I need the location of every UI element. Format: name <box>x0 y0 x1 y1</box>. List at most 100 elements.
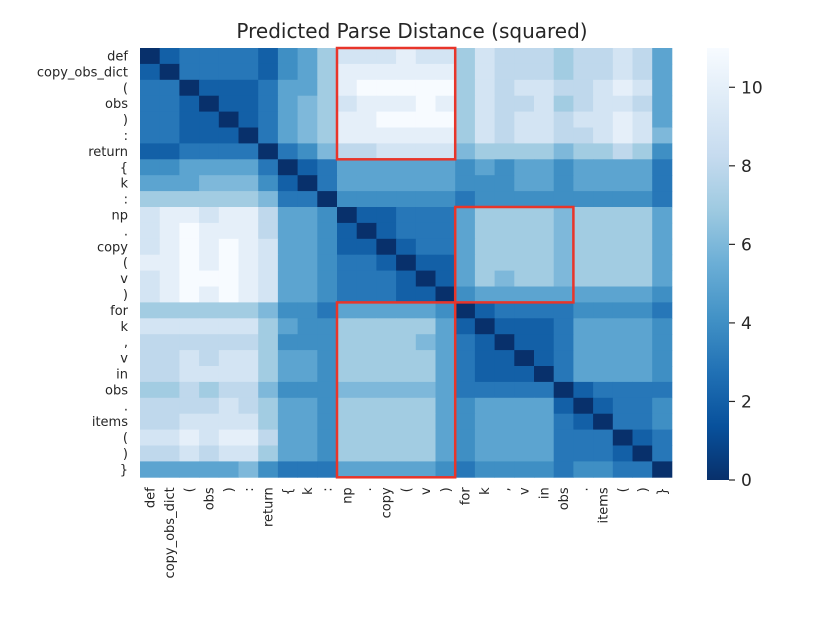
heatmap-cell <box>297 111 318 128</box>
heatmap-cell <box>376 79 397 97</box>
y-tick-label: ( <box>123 256 128 271</box>
heatmap-cell <box>238 270 259 287</box>
heatmap-cell <box>593 175 614 192</box>
heatmap-cell <box>159 270 180 287</box>
heatmap-cell <box>632 350 653 367</box>
heatmap-cell <box>297 191 318 208</box>
heatmap-cell <box>612 381 633 399</box>
heatmap-cell <box>218 254 239 271</box>
heatmap-cell <box>258 254 279 271</box>
heatmap-cell <box>632 95 653 112</box>
heatmap-cell <box>297 366 318 383</box>
heatmap-cell <box>435 381 456 399</box>
heatmap-cell <box>356 413 377 430</box>
heatmap-cell <box>652 159 673 176</box>
x-tick-label: ( <box>616 487 631 492</box>
colorbar: 0 2 4 6 8 10 <box>707 48 763 491</box>
heatmap-cell <box>415 127 436 144</box>
heatmap-cell <box>396 334 417 351</box>
heatmap-cell <box>573 318 594 335</box>
heatmap-cell <box>632 111 653 128</box>
heatmap-cell <box>277 254 298 271</box>
heatmap-cell <box>337 318 358 335</box>
heatmap-cell <box>573 143 594 160</box>
heatmap-cell <box>494 381 515 399</box>
heatmap-cell <box>534 79 555 97</box>
heatmap-cell <box>199 238 220 256</box>
heatmap-cell <box>534 270 555 287</box>
colorbar-tick-label: 2 <box>741 392 752 412</box>
heatmap-cell <box>238 111 259 128</box>
heatmap-cell <box>277 207 298 224</box>
heatmap-cell <box>494 159 515 176</box>
heatmap-cell <box>238 127 259 144</box>
heatmap-cell <box>297 270 318 287</box>
colorbar-tick-label: 8 <box>741 157 752 177</box>
heatmap-cell <box>199 207 220 224</box>
heatmap-cell <box>632 286 653 303</box>
heatmap-cell <box>356 366 377 383</box>
heatmap-cell <box>632 366 653 383</box>
heatmap-cell <box>337 175 358 192</box>
heatmap-cell <box>238 397 259 415</box>
heatmap-cell <box>376 238 397 256</box>
heatmap-cell <box>652 461 673 478</box>
heatmap-cell <box>376 350 397 367</box>
heatmap-cell <box>573 445 594 462</box>
heatmap-cell <box>494 127 515 144</box>
heatmap-cell <box>612 397 633 415</box>
heatmap-cell <box>140 270 161 287</box>
heatmap-cell <box>514 111 535 128</box>
heatmap-cell <box>415 461 436 478</box>
heatmap-cell <box>159 238 180 256</box>
heatmap-cell <box>652 207 673 224</box>
heatmap-cell <box>277 238 298 256</box>
heatmap-cell <box>632 207 653 224</box>
heatmap-cell <box>632 302 653 319</box>
heatmap-cell <box>317 143 338 160</box>
heatmap-cell <box>356 207 377 224</box>
heatmap-cell <box>159 350 180 367</box>
heatmap-cell <box>277 334 298 351</box>
heatmap-cell <box>632 175 653 192</box>
heatmap-cell <box>593 48 614 65</box>
heatmap-cell <box>317 48 338 65</box>
colorbar-tick-label: 0 <box>741 471 752 491</box>
heatmap-cell <box>159 143 180 160</box>
heatmap-cell <box>455 127 476 144</box>
heatmap-cell <box>534 429 555 446</box>
heatmap-cell <box>376 127 397 144</box>
heatmap-cell <box>593 143 614 160</box>
heatmap-cell <box>140 207 161 224</box>
chart-title: Predicted Parse Distance (squared) <box>236 19 587 43</box>
heatmap-cell <box>632 461 653 478</box>
heatmap-cell <box>396 429 417 446</box>
heatmap-cell <box>396 207 417 224</box>
colorbar-tick-label: 6 <box>741 235 752 255</box>
heatmap-cell <box>277 159 298 176</box>
heatmap-cell <box>612 143 633 160</box>
heatmap-cell <box>474 445 495 462</box>
heatmap-cell <box>534 286 555 303</box>
heatmap-cell <box>179 429 200 446</box>
heatmap-cell <box>612 207 633 224</box>
heatmap-cell <box>297 95 318 112</box>
heatmap-cell <box>179 334 200 351</box>
heatmap-cell <box>652 397 673 415</box>
heatmap-cell <box>455 445 476 462</box>
heatmap-cell <box>376 270 397 287</box>
heatmap-cell <box>218 397 239 415</box>
heatmap-cell <box>474 413 495 430</box>
heatmap-cell <box>593 79 614 97</box>
heatmap-cell <box>218 381 239 399</box>
x-tick-label: { <box>281 487 296 495</box>
heatmap-cell <box>238 175 259 192</box>
heatmap-cell <box>435 461 456 478</box>
heatmap-cell <box>593 381 614 399</box>
x-tick-label: : <box>242 487 257 491</box>
heatmap-cell <box>455 95 476 112</box>
heatmap-cell <box>612 318 633 335</box>
heatmap-cell <box>593 191 614 208</box>
heatmap-cell <box>396 318 417 335</box>
heatmap-cell <box>376 397 397 415</box>
